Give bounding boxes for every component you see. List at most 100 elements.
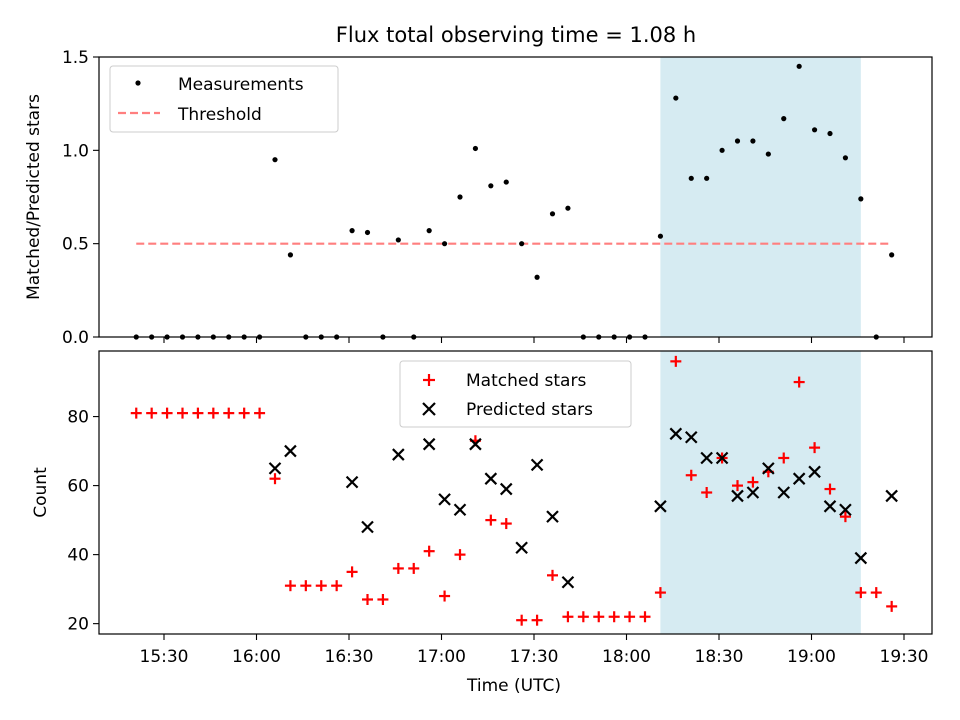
- predicted-star-point: [762, 462, 775, 475]
- measurements-legend-marker: [135, 80, 141, 86]
- bottom-y-axis: 20 40 60 80: [67, 408, 99, 635]
- measurement-point: [827, 130, 833, 137]
- measurement-point: [811, 127, 818, 133]
- measurement-point: [673, 95, 679, 101]
- predicted-star-point: [854, 551, 868, 565]
- matched-star-point: [362, 593, 373, 605]
- top-y-axis: 0.0 0.5 1.0 1.5: [62, 48, 99, 348]
- matched-star-point: [331, 580, 343, 592]
- chart-title: Flux total observing time = 1.08 h: [336, 23, 696, 47]
- predicted-star-point: [422, 437, 436, 451]
- measurement-point: [781, 116, 787, 122]
- matched-star-point: [670, 355, 682, 367]
- measurement-point: [519, 241, 525, 247]
- measurement-point: [765, 151, 771, 157]
- legend-predicted-stars: Predicted stars: [466, 400, 593, 420]
- matched-star-point: [809, 442, 821, 454]
- matched-star-point: [654, 587, 666, 599]
- measurement-point: [457, 194, 463, 200]
- matched-star-point: [284, 580, 296, 592]
- x-tick-label: 19:00: [787, 647, 836, 667]
- x-axis-label: Time (UTC): [466, 676, 561, 696]
- predicted-star-point: [808, 465, 821, 479]
- predicted-legend-marker: [422, 402, 436, 416]
- matched-star-point: [593, 611, 605, 623]
- matched-star-point: [485, 514, 497, 526]
- predicted-star-point: [453, 503, 467, 517]
- measurement-point: [349, 228, 355, 234]
- measurement-point: [842, 155, 849, 161]
- matched-star-point: [778, 452, 790, 464]
- matched-star-point: [238, 407, 250, 419]
- x-tick-label: 16:30: [325, 647, 374, 667]
- bottom-y-axis-label: Count: [31, 467, 51, 518]
- predicted-star-point: [530, 458, 544, 472]
- x-tick-label: 19:30: [880, 647, 929, 667]
- matched-star-point: [500, 518, 512, 530]
- matched-star-point: [747, 476, 759, 488]
- y-tick-label: 80: [67, 408, 89, 428]
- matched-star-point: [839, 511, 851, 523]
- predicted-star-point: [515, 541, 528, 554]
- top-plot-marks: [133, 63, 895, 340]
- matched-star-point: [562, 611, 574, 623]
- measurement-point: [287, 252, 294, 258]
- legend-threshold: Threshold: [177, 105, 262, 125]
- matched-star-point: [146, 407, 158, 419]
- y-tick-label: 1.0: [62, 141, 89, 161]
- predicted-star-point: [731, 489, 744, 503]
- y-tick-label: 1.5: [62, 48, 89, 68]
- predicted-star-point: [284, 444, 297, 458]
- measurement-point: [272, 157, 278, 163]
- predicted-star-point: [361, 520, 374, 534]
- predicted-star-point: [715, 451, 729, 465]
- matched-star-point: [516, 614, 528, 626]
- bottom-axes-frame: [98, 350, 933, 635]
- predicted-star-point: [484, 472, 498, 485]
- measurement-point: [719, 147, 725, 153]
- predicted-star-point: [777, 486, 791, 499]
- legend-measurements: Measurements: [178, 75, 304, 95]
- bottom-x-axis: 15:30 16:00 16:30 17:00 17:30 18:00 18:30 19:00…: [140, 634, 929, 667]
- matched-star-point: [392, 562, 404, 574]
- matched-star-point: [192, 407, 204, 419]
- y-tick-label: 0.5: [62, 235, 89, 255]
- x-tick-label: 17:00: [417, 647, 466, 667]
- predicted-star-point: [746, 486, 760, 499]
- predicted-star-point: [669, 427, 683, 441]
- predicted-star-point: [438, 493, 451, 506]
- matched-star-point: [346, 566, 358, 578]
- matched-star-point: [577, 611, 589, 623]
- matched-star-point: [870, 587, 882, 599]
- predicted-star-point: [345, 475, 359, 489]
- predicted-star-point: [499, 482, 513, 496]
- matched-star-point: [207, 407, 219, 419]
- measurement-point: [688, 175, 694, 181]
- top-axes-frame: [98, 56, 933, 338]
- measurement-point: [734, 138, 741, 144]
- measurement-point: [549, 211, 556, 217]
- predicted-star-point: [392, 448, 405, 461]
- measurement-point: [503, 179, 509, 185]
- matched-star-point: [685, 469, 697, 481]
- top-shaded-region: [660, 57, 861, 337]
- legend-matched-stars: Matched stars: [466, 371, 586, 391]
- matched-star-point: [377, 593, 389, 605]
- top-x-axis: [163, 337, 905, 343]
- x-tick-label: 16:00: [232, 647, 281, 667]
- matched-star-point: [254, 407, 266, 419]
- y-tick-label: 0.0: [62, 328, 89, 348]
- measurement-point: [858, 196, 864, 202]
- predicted-star-point: [823, 500, 837, 513]
- measurement-point: [426, 228, 432, 234]
- matched-star-point: [300, 580, 312, 592]
- top-legend-box: [109, 65, 339, 133]
- predicted-star-point: [268, 462, 282, 475]
- measurement-point: [488, 183, 494, 189]
- measurement-point: [796, 63, 802, 69]
- matched-star-point: [547, 569, 558, 581]
- x-tick-label: 18:30: [695, 647, 744, 667]
- matched-star-point: [439, 590, 451, 602]
